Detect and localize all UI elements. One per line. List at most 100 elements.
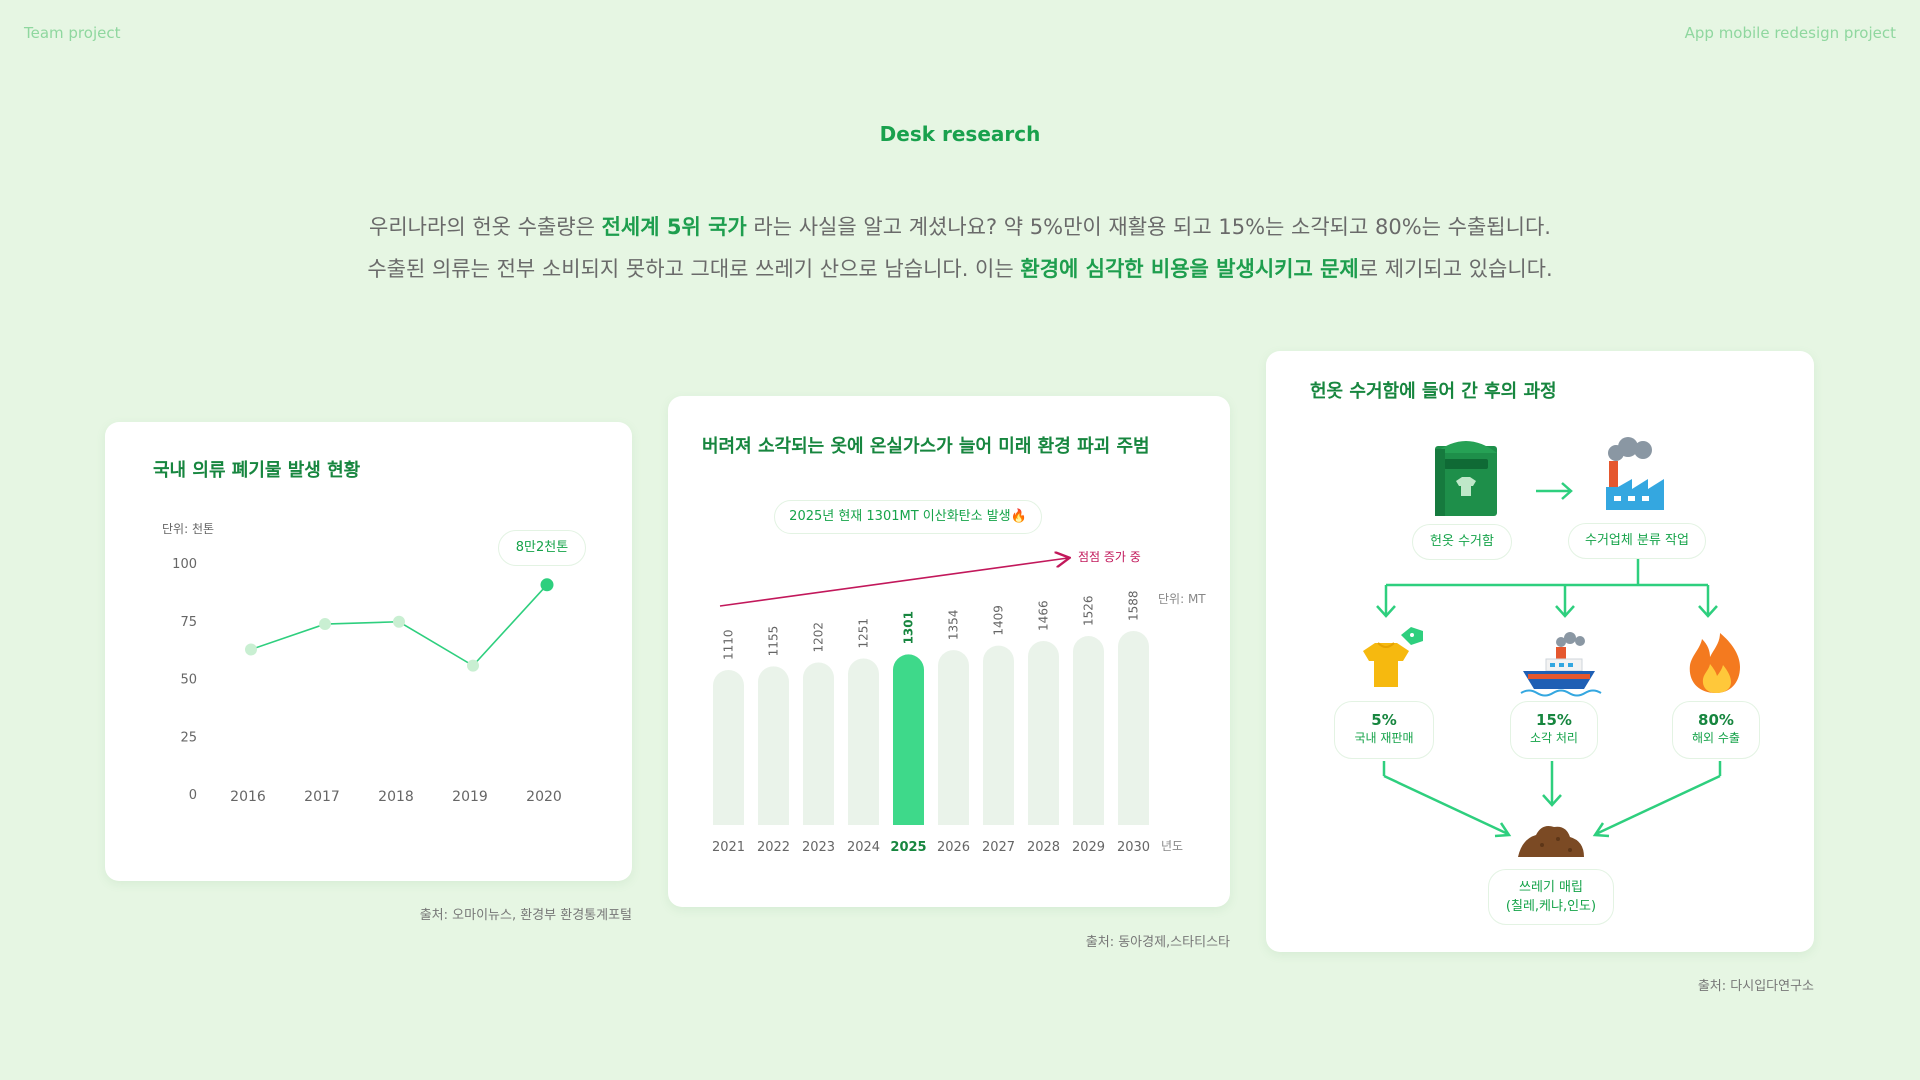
x-tick-label: 2027 [982, 840, 1015, 855]
outcome-label: 해외 수출 [1692, 731, 1740, 745]
sorting-label: 수거업체 분류 작업 [1568, 523, 1706, 559]
process-flow-card: 헌옷 수거함에 들어 간 후의 과정 [1266, 351, 1814, 952]
y-tick-label: 100 [172, 557, 197, 572]
bar [803, 662, 834, 825]
y-tick-label: 25 [180, 730, 197, 745]
trend-label: 점점 증가 중 [1078, 550, 1141, 564]
card-title: 국내 의류 폐기물 발생 현황 [153, 460, 361, 481]
bar-base [1028, 805, 1059, 825]
x-tick-label: 2017 [304, 789, 340, 805]
intro-text: 우리나라의 헌옷 수출량은 전세계 5위 국가 라는 사실을 알고 계셨나요? … [0, 206, 1920, 290]
bar [848, 658, 879, 825]
bar [938, 650, 969, 825]
bar-chart-x-unit: 년도 [1161, 839, 1183, 853]
converge-connector [1382, 761, 1722, 838]
waste-line-chart-card: 국내 의류 폐기물 발생 현황 단위: 천톤 0 25 50 75 100 2016 20… [105, 422, 632, 881]
outcome-percent: 80% [1698, 711, 1734, 729]
bar [983, 645, 1014, 825]
card-title: 헌옷 수거함에 들어 간 후의 과정 [1310, 381, 1557, 402]
x-tick-label: 2022 [757, 840, 790, 855]
bar-value-label: 1301 [902, 611, 916, 644]
x-tick-label: 2023 [802, 840, 835, 855]
y-tick-label: 50 [180, 673, 197, 688]
bar-value-label: 1251 [857, 618, 871, 649]
bar [713, 670, 744, 825]
intro-line-2: 수출된 의류는 전부 소비되지 못하고 그대로 쓰레기 산으로 남습니다. 이는… [0, 248, 1920, 290]
bar-chart-unit: 단위: MT [1158, 592, 1206, 606]
y-tick-label: 75 [180, 615, 197, 630]
bar-value-label: 1155 [767, 626, 781, 657]
co2-bar-chart-card: 버려져 소각되는 옷에 온실가스가 늘어 미래 환경 파괴 주범 2025년 현… [668, 396, 1230, 907]
bar-base [713, 805, 744, 825]
intro-line-1: 우리나라의 헌옷 수출량은 전세계 5위 국가 라는 사실을 알고 계셨나요? … [0, 206, 1920, 248]
intro-highlight: 환경에 심각한 비용을 발생시키고 문제 [1020, 257, 1359, 281]
x-tick-label: 2020 [526, 789, 562, 805]
bar [1028, 640, 1059, 825]
outcome-export: 80% 해외 수출 [1672, 701, 1760, 759]
header-team-project: Team project [24, 24, 121, 42]
bar-base [848, 805, 879, 825]
intro-text-part: 수출된 의류는 전부 소비되지 못하고 그대로 쓰레기 산으로 남습니다. 이는 [367, 257, 1021, 281]
x-tick-label: 2029 [1072, 840, 1105, 855]
landfill-label: 쓰레기 매립 (칠레,케냐,인도) [1488, 869, 1614, 925]
section-title: Desk research [879, 122, 1041, 146]
branch-connector [1376, 556, 1718, 618]
header-project-name: App mobile redesign project [1684, 24, 1896, 42]
trend-arrow [719, 558, 1068, 607]
bar-base [758, 805, 789, 825]
line-chart: 단위: 천톤 0 25 50 75 100 2016 2017 2018 2019 2020 [162, 521, 562, 805]
x-tick-label: 2026 [937, 840, 970, 855]
landfill-title: 쓰레기 매립 [1519, 880, 1583, 895]
line-point [245, 643, 257, 656]
bar-value-label: 1526 [1082, 596, 1096, 627]
clothing-bin-icon [1435, 441, 1497, 516]
card-title: 버려져 소각되는 옷에 온실가스가 늘어 미래 환경 파괴 주범 [702, 436, 1150, 457]
x-tick-label: 2024 [847, 840, 880, 855]
y-tick-label: 0 [189, 788, 197, 803]
x-tick-label: 2025 [890, 840, 926, 855]
ship-icon [1520, 632, 1602, 697]
outcome-label: 소각 처리 [1530, 731, 1578, 745]
line-chart-callout: 8만2천톤 [498, 530, 586, 566]
bar-chart: 점점 증가 중 단위: MT 년도 1110 2021 1155 2022 1202 20… [712, 550, 1206, 855]
tshirt-tag-icon [1363, 627, 1423, 687]
bar-base [1118, 805, 1149, 825]
outcome-label: 국내 재판매 [1354, 731, 1414, 745]
x-tick-label: 2030 [1117, 840, 1150, 855]
clothing-bin-label: 헌옷 수거함 [1412, 524, 1512, 560]
outcome-incineration: 15% 소각 처리 [1510, 701, 1598, 759]
line-point [393, 615, 405, 628]
intro-text-part: 라는 사실을 알고 계셨나요? 약 5%만이 재활용 되고 15%는 소각되고 … [746, 215, 1551, 239]
factory-icon [1606, 437, 1664, 510]
bar-value-label: 1466 [1037, 600, 1051, 631]
bar [1073, 636, 1104, 825]
bar-chart-callout: 2025년 현재 1301MT 이산화탄소 발생🔥 [774, 500, 1042, 534]
card3-source: 출처: 다시입다연구소 [1697, 979, 1814, 994]
x-tick-label: 2016 [230, 789, 266, 805]
line-point [467, 659, 479, 672]
line-point [540, 578, 554, 592]
bar [893, 654, 924, 825]
x-tick-label: 2018 [378, 789, 414, 805]
bar-value-label: 1588 [1127, 590, 1141, 621]
card2-source: 출처: 동아경제,스타티스타 [1085, 935, 1230, 950]
bar-value-label: 1202 [812, 622, 826, 653]
outcome-percent: 15% [1536, 711, 1572, 729]
line-chart-unit: 단위: 천톤 [162, 521, 214, 536]
outcome-resale: 5% 국내 재판매 [1334, 701, 1434, 759]
process-diagram [1363, 437, 1740, 857]
bar-value-label: 1110 [722, 629, 736, 660]
bar-base [893, 805, 924, 825]
bar-base [983, 805, 1014, 825]
dirt-pile-icon [1518, 826, 1584, 857]
intro-text-part: 우리나라의 헌옷 수출량은 [369, 215, 602, 239]
intro-text-part: 로 제기되고 있습니다. [1358, 257, 1553, 281]
x-tick-label: 2028 [1027, 840, 1060, 855]
line-point [319, 618, 331, 631]
bar-value-label: 1354 [947, 610, 961, 641]
x-tick-label: 2021 [712, 840, 745, 855]
bar [1118, 631, 1149, 825]
intro-highlight: 전세계 5위 국가 [601, 215, 747, 239]
bar-base [803, 805, 834, 825]
outcome-percent: 5% [1371, 711, 1397, 729]
